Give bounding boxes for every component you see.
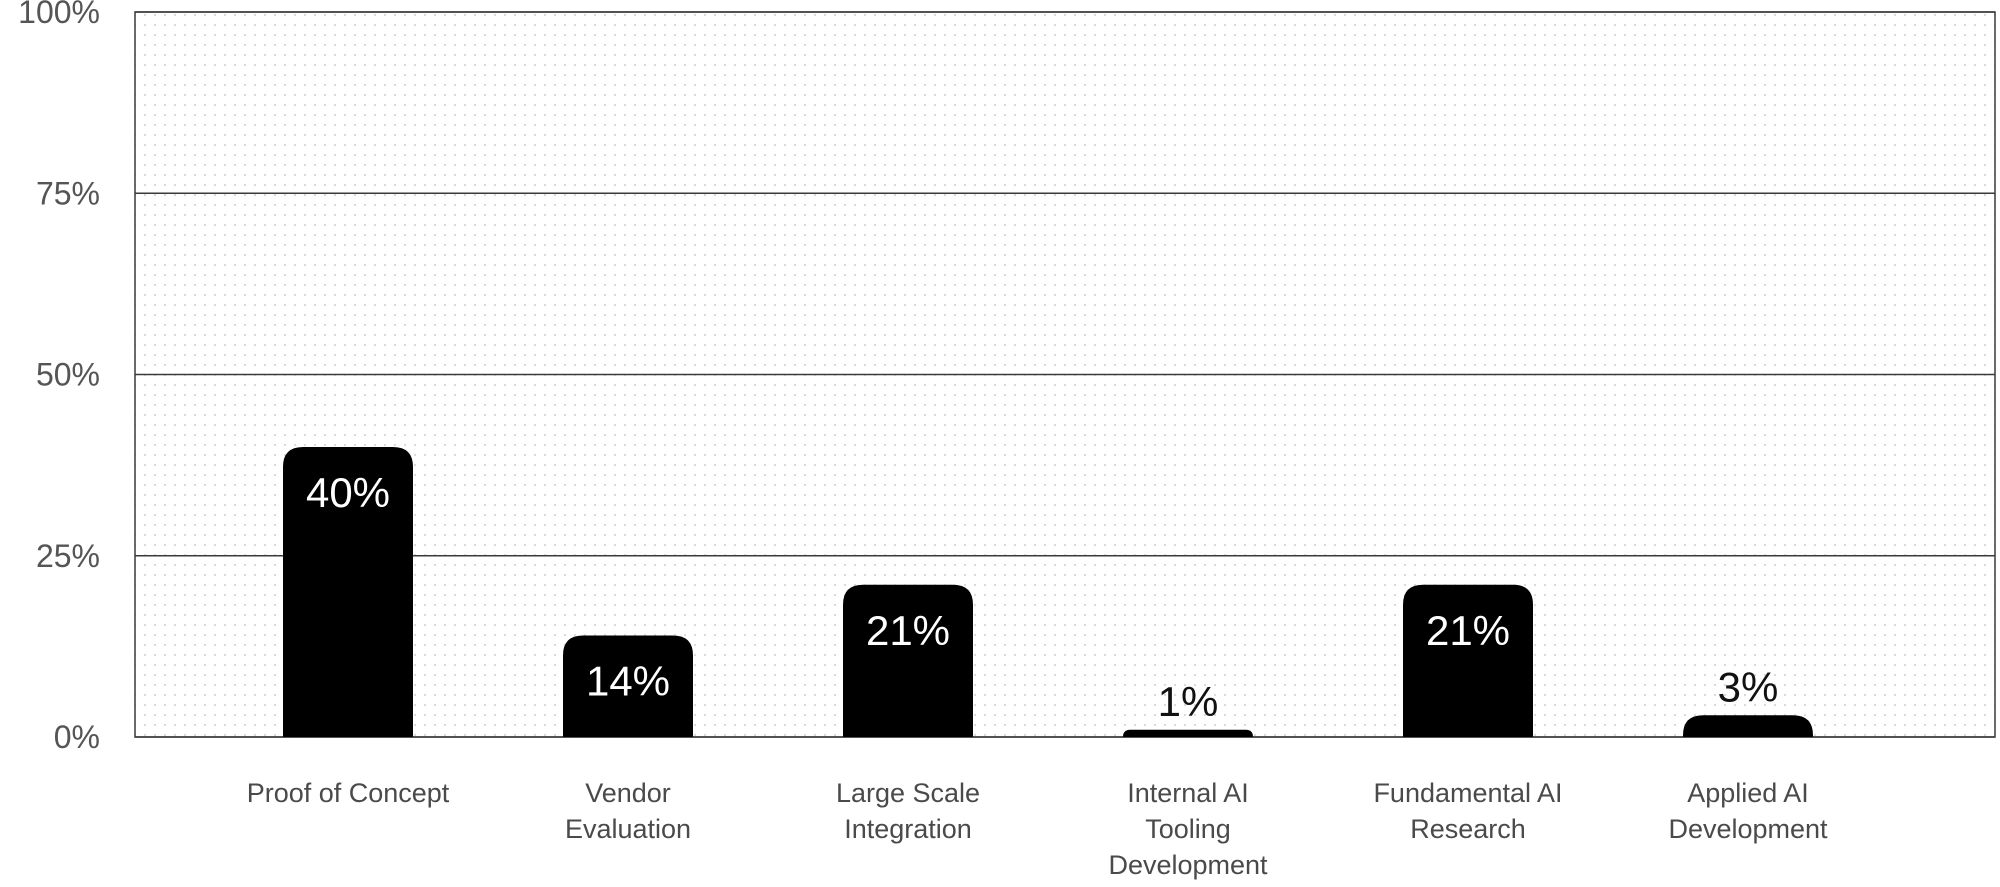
bars [283, 447, 1813, 737]
bar [283, 447, 413, 737]
bar [563, 635, 693, 737]
y-tick-label: 75% [36, 175, 100, 211]
y-tick-label: 0% [54, 719, 100, 755]
x-tick-label: Tooling [1145, 814, 1231, 844]
bar [1403, 584, 1533, 737]
x-tick-label: Development [1108, 850, 1268, 880]
bar [843, 584, 973, 737]
y-tick-label: 100% [18, 0, 100, 30]
x-tick-label: Internal AI [1127, 778, 1249, 808]
x-tick-label: Evaluation [565, 814, 691, 844]
x-tick-label: Development [1668, 814, 1828, 844]
data-label: 21% [1426, 607, 1510, 654]
data-label: 3% [1718, 663, 1779, 710]
data-label: 14% [586, 658, 670, 705]
x-tick-label: Integration [844, 814, 972, 844]
x-tick-label: Fundamental AI [1373, 778, 1562, 808]
value-labels: 40% 14% 21% 1% 21% 3% [306, 469, 1778, 725]
data-label: 21% [866, 607, 950, 654]
y-tick-label: 50% [36, 357, 100, 393]
x-tick-label: Proof of Concept [247, 778, 450, 808]
x-tick-label: Research [1410, 814, 1526, 844]
y-tick-label: 25% [36, 538, 100, 574]
x-tick-label: Vendor [585, 778, 671, 808]
data-label: 1% [1158, 678, 1219, 725]
x-tick-label: Applied AI [1687, 778, 1809, 808]
bar [1683, 715, 1813, 737]
data-label: 40% [306, 469, 390, 516]
x-axis-labels: Proof of Concept Vendor Evaluation Large Sc… [247, 778, 1828, 880]
y-axis-ticks: 0% 25% 50% 75% 100% [18, 0, 100, 755]
bar [1123, 729, 1253, 737]
x-tick-label: Large Scale [836, 778, 980, 808]
